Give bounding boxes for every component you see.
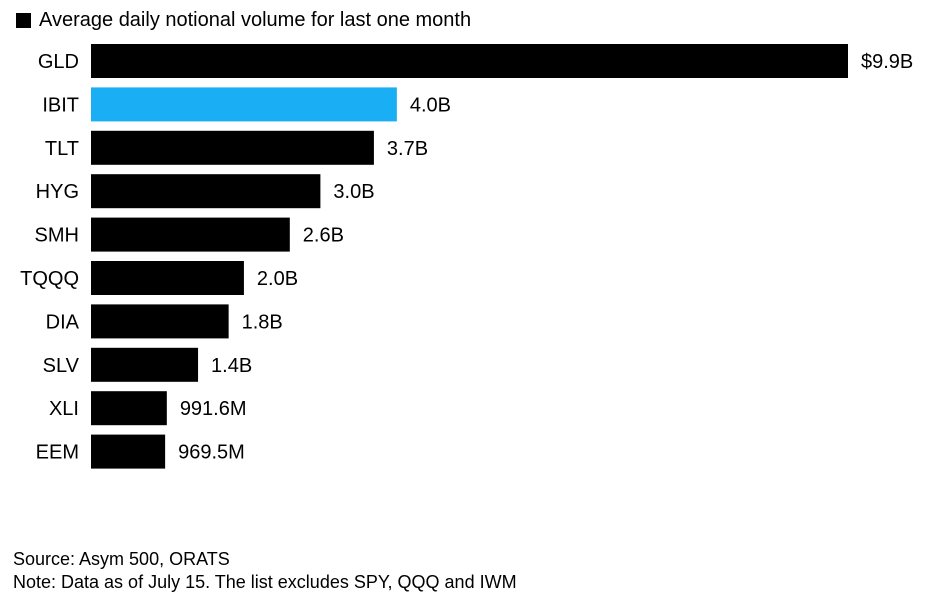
bar-gld	[91, 44, 848, 78]
value-label-gld: $9.9B	[861, 51, 913, 73]
chart-footer: Source: Asym 500, ORATS Note: Data as of…	[13, 548, 517, 594]
category-label-hyg: HYG	[36, 181, 79, 203]
value-label-tqqq: 2.0B	[257, 268, 298, 290]
category-label-xli: XLI	[49, 398, 79, 420]
bar-slv	[91, 347, 199, 382]
bar-hyg	[91, 174, 321, 209]
value-label-eem: 969.5M	[178, 442, 245, 464]
chart-legend: Average daily notional volume for last o…	[16, 8, 471, 32]
value-label-hyg: 3.0B	[333, 181, 374, 203]
bar-ibit	[91, 87, 397, 122]
category-label-smh: SMH	[35, 225, 79, 247]
category-label-ibit: IBIT	[42, 94, 79, 116]
category-label-eem: EEM	[36, 442, 79, 464]
category-label-slv: SLV	[43, 355, 80, 377]
bar-smh	[91, 217, 290, 252]
value-label-smh: 2.6B	[303, 225, 344, 247]
bar-dia	[91, 304, 229, 339]
category-label-tqqq: TQQQ	[20, 268, 79, 290]
bar-tlt	[91, 130, 374, 165]
bar-eem	[91, 434, 166, 469]
data-note: Note: Data as of July 15. The list exclu…	[13, 572, 517, 592]
legend-swatch	[16, 12, 31, 28]
value-label-xli: 991.6M	[180, 398, 247, 420]
value-label-dia: 1.8B	[242, 311, 283, 333]
source-note: Source: Asym 500, ORATS	[13, 549, 230, 569]
bar-tqqq	[91, 261, 244, 295]
value-label-ibit: 4.0B	[410, 94, 451, 116]
value-label-slv: 1.4B	[211, 355, 252, 377]
category-label-tlt: TLT	[45, 138, 79, 160]
legend-label: Average daily notional volume for last o…	[39, 8, 472, 31]
value-label-tlt: 3.7B	[387, 138, 428, 160]
bar-xli	[91, 391, 167, 426]
category-label-dia: DIA	[46, 311, 80, 333]
category-label-gld: GLD	[38, 51, 79, 73]
